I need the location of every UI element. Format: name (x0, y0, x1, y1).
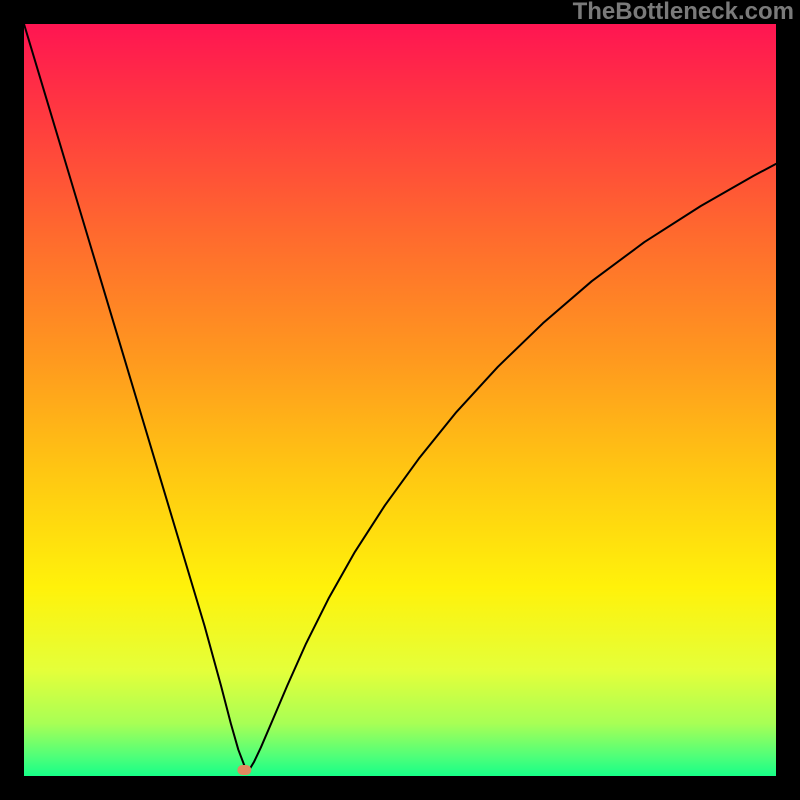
minimum-marker (237, 765, 251, 775)
watermark-text: TheBottleneck.com (573, 0, 794, 24)
chart-stage: TheBottleneck.com (0, 0, 800, 800)
chart-svg (0, 0, 800, 800)
